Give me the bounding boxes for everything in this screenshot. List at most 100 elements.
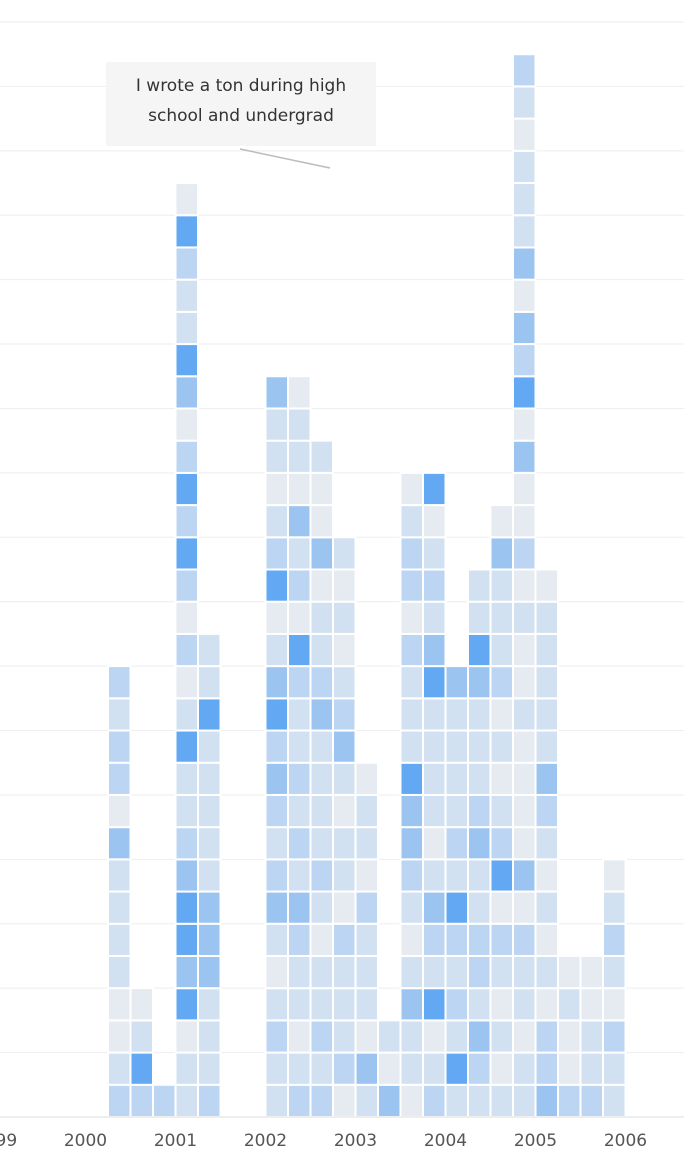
unit-square — [332, 1051, 357, 1086]
unit-square — [309, 826, 334, 861]
unit-square — [354, 987, 379, 1022]
unit-square — [422, 890, 447, 925]
unit-square — [354, 826, 379, 861]
unit-square — [107, 697, 132, 732]
unit-square — [489, 1051, 514, 1086]
unit-square — [534, 922, 559, 957]
unit-square — [264, 568, 289, 603]
unit-square — [512, 439, 537, 474]
unit-square — [489, 568, 514, 603]
unit-square — [534, 632, 559, 668]
unit-square — [422, 504, 447, 539]
unit-square — [534, 568, 559, 603]
unit-square — [309, 954, 334, 990]
unit-square — [489, 1019, 514, 1054]
unit-square — [422, 954, 447, 990]
unit-square — [512, 665, 537, 700]
unit-square — [264, 954, 289, 990]
unit-square — [579, 1083, 604, 1118]
unit-square — [534, 1083, 559, 1118]
unit-square — [264, 1083, 289, 1118]
unit-square — [174, 246, 199, 281]
unit-square — [444, 858, 469, 893]
x-tick-label: 2003 — [334, 1131, 377, 1151]
unit-square — [309, 987, 334, 1022]
unit-square — [399, 504, 424, 539]
unit-square — [489, 890, 514, 925]
unit-square — [332, 568, 357, 603]
unit-square — [512, 890, 537, 925]
unit-square — [422, 793, 447, 829]
unit-square — [264, 439, 289, 474]
unit-square — [332, 1083, 357, 1118]
unit-square — [309, 568, 334, 603]
unit-square — [512, 826, 537, 861]
unit-square — [467, 568, 492, 603]
unit-square — [467, 600, 492, 635]
unit-square — [467, 858, 492, 893]
unit-square — [467, 1083, 492, 1118]
unit-square — [399, 729, 424, 764]
unit-square — [399, 568, 424, 603]
unit-square — [489, 697, 514, 732]
unit-square — [399, 954, 424, 990]
unit-square — [489, 1083, 514, 1118]
unit-square — [287, 504, 312, 539]
x-tick-label: 1999 — [0, 1131, 17, 1151]
x-tick-label: 2000 — [64, 1131, 107, 1151]
unit-square — [174, 439, 199, 474]
unit-square — [107, 890, 132, 925]
unit-square — [287, 761, 312, 796]
unit-square — [174, 697, 199, 732]
unit-square — [534, 890, 559, 925]
unit-square — [309, 793, 334, 829]
unit-square — [264, 665, 289, 700]
unit-square — [512, 407, 537, 442]
unit-square — [512, 729, 537, 764]
unit-square — [489, 665, 514, 700]
annotation-pointer — [239, 148, 331, 169]
unit-square — [444, 697, 469, 732]
unit-square — [152, 1083, 177, 1118]
unit-square — [174, 375, 199, 410]
unit-square — [287, 987, 312, 1022]
unit-square — [602, 954, 627, 990]
annotation-line: school and undergrad — [148, 106, 334, 126]
unit-square — [512, 793, 537, 829]
unit-square — [287, 407, 312, 442]
unit-square — [422, 632, 447, 668]
unit-square — [287, 793, 312, 829]
unit-square — [422, 536, 447, 571]
unit-square — [107, 793, 132, 829]
unit-square — [512, 53, 537, 88]
unit-square — [332, 793, 357, 829]
unit-square — [107, 761, 132, 796]
unit-square — [107, 1083, 132, 1118]
unit-square — [129, 1019, 154, 1054]
unit-square — [422, 471, 447, 507]
unit-square — [444, 826, 469, 861]
unit-square — [264, 1051, 289, 1086]
unit-square — [264, 407, 289, 442]
unit-square — [264, 793, 289, 829]
unit-square — [422, 1019, 447, 1054]
unit-square — [444, 954, 469, 990]
unit-square — [107, 665, 132, 700]
unit-square — [444, 1019, 469, 1054]
unit-square — [174, 1019, 199, 1054]
unit-square — [354, 761, 379, 796]
unit-square — [197, 987, 222, 1022]
unit-square — [309, 890, 334, 925]
unit-square — [534, 697, 559, 732]
unit-square — [512, 922, 537, 957]
unit-square — [512, 310, 537, 346]
unit-square — [467, 890, 492, 925]
unit-square — [174, 504, 199, 539]
unit-square — [489, 536, 514, 571]
unit-square — [264, 471, 289, 507]
unit-square — [422, 1083, 447, 1118]
unit-square — [309, 729, 334, 764]
unit-square — [264, 987, 289, 1022]
unit-square — [287, 471, 312, 507]
unit-square — [309, 761, 334, 796]
